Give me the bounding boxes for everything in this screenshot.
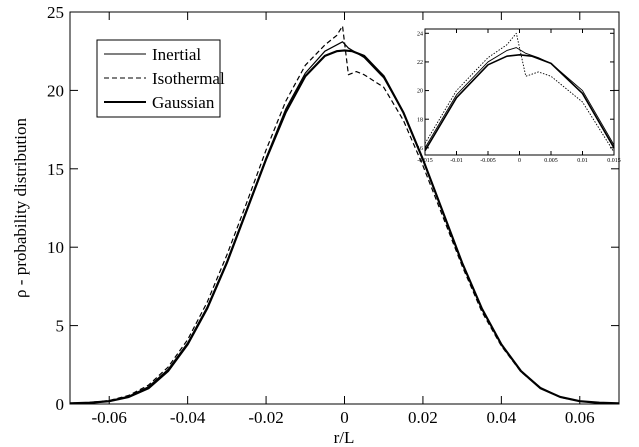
inset-y-tick-label: 20 xyxy=(417,89,423,95)
legend-box xyxy=(96,39,221,118)
main-series xyxy=(69,25,620,405)
inset-x-tick-label: 0.005 xyxy=(544,158,558,164)
main-plot: -0.06 -0.04 -0.02 0 0.02 0.04 0.06 0 5 10 15 20 25 r… xyxy=(11,3,620,447)
inset-series-line-3 xyxy=(424,53,615,152)
inset-y-tick-label: 22 xyxy=(417,60,423,66)
legend-label-isothermal: Isothermal xyxy=(152,69,225,88)
main-series-line-gaussian xyxy=(69,49,620,405)
legend: Inertial Isothermal Gaussian xyxy=(96,39,225,118)
inset-x-tick-label: 0 xyxy=(518,158,521,164)
main-y-tick-label: 0 xyxy=(56,395,65,414)
inset-plot: -0.015 -0.01 -0.005 0 0.005 0.01 0.015 16 18 20 22… xyxy=(417,28,621,164)
inset-x-tick-label: 0.015 xyxy=(607,158,621,164)
inset-series-line-2 xyxy=(424,32,615,153)
main-x-tick-label: 0.02 xyxy=(408,408,438,427)
main-y-tick-label: 10 xyxy=(47,238,64,257)
x-axis-label: r/L xyxy=(334,428,355,447)
main-x-tick-label: 0.04 xyxy=(486,408,516,427)
inset-x-tick-label: -0.005 xyxy=(480,158,496,164)
main-y-tick-label: 25 xyxy=(47,3,64,22)
inset-ticks: -0.015 -0.01 -0.005 0 0.005 0.01 0.015 16 18 20 22… xyxy=(417,29,621,164)
main-x-tick-label: 0 xyxy=(340,408,349,427)
inset-series-line-1 xyxy=(424,47,615,149)
inset-x-tick-label: -0.015 xyxy=(417,158,433,164)
legend-label-inertial: Inertial xyxy=(152,45,201,64)
main-y-tick-label: 15 xyxy=(47,160,64,179)
inset-x-tick-label: 0.01 xyxy=(577,158,588,164)
main-x-tick-label: -0.06 xyxy=(92,408,127,427)
main-x-tick-label: -0.04 xyxy=(170,408,206,427)
main-y-tick-label: 5 xyxy=(56,317,65,336)
inset-series xyxy=(424,32,615,153)
y-axis-label: ρ - probability distribution xyxy=(11,118,30,298)
legend-label-gaussian: Gaussian xyxy=(152,93,215,112)
inset-y-tick-label: 24 xyxy=(417,31,423,37)
inset-x-tick-label: -0.01 xyxy=(450,158,463,164)
inset-y-tick-label: 16 xyxy=(417,146,423,152)
main-x-tick-label: -0.02 xyxy=(248,408,283,427)
main-y-tick-label: 20 xyxy=(47,81,64,100)
main-ticks: -0.06 -0.04 -0.02 0 0.02 0.04 0.06 0 5 10 15 20 25 xyxy=(47,3,619,427)
main-x-tick-label: 0.06 xyxy=(565,408,595,427)
inset-y-tick-label: 18 xyxy=(417,117,423,123)
